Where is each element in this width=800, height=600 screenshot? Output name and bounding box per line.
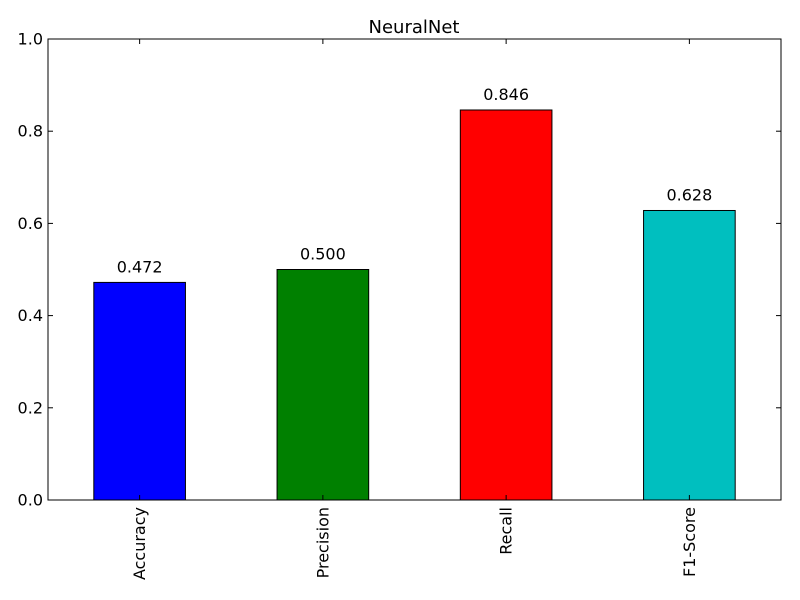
y-tick-label: 0.8 [18, 122, 43, 141]
y-tick-label: 1.0 [18, 30, 43, 49]
value-label-accuracy: 0.472 [117, 257, 163, 276]
bar-accuracy [93, 281, 186, 501]
value-label-recall: 0.846 [483, 85, 529, 104]
y-tick-label: 0.0 [18, 491, 43, 510]
y-tick-label: 0.4 [18, 306, 43, 325]
y-axis-ticks: 0.0 0.2 0.4 0.6 0.8 1.0 [18, 30, 781, 510]
bars-layer [93, 109, 736, 501]
x-tick-label-f1-score: F1-Score [680, 507, 699, 577]
bar-f1-score [643, 209, 736, 501]
x-tick-label-precision: Precision [313, 507, 332, 578]
x-tick-label-accuracy: Accuracy [130, 507, 149, 580]
value-label-precision: 0.500 [300, 245, 346, 264]
value-label-f1-score: 0.628 [666, 185, 712, 204]
chart-title: NeuralNet [369, 17, 460, 38]
value-labels-layer: 0.472 0.500 0.846 0.628 [117, 85, 713, 276]
y-tick-label: 0.6 [18, 214, 43, 233]
bar-recall [459, 109, 553, 501]
plot-frame [47, 38, 782, 501]
y-tick-label: 0.2 [18, 398, 43, 417]
bar-precision [276, 269, 370, 501]
x-axis-ticks: Accuracy Precision Recall F1-Score [130, 39, 699, 580]
x-tick-label-recall: Recall [497, 507, 516, 555]
